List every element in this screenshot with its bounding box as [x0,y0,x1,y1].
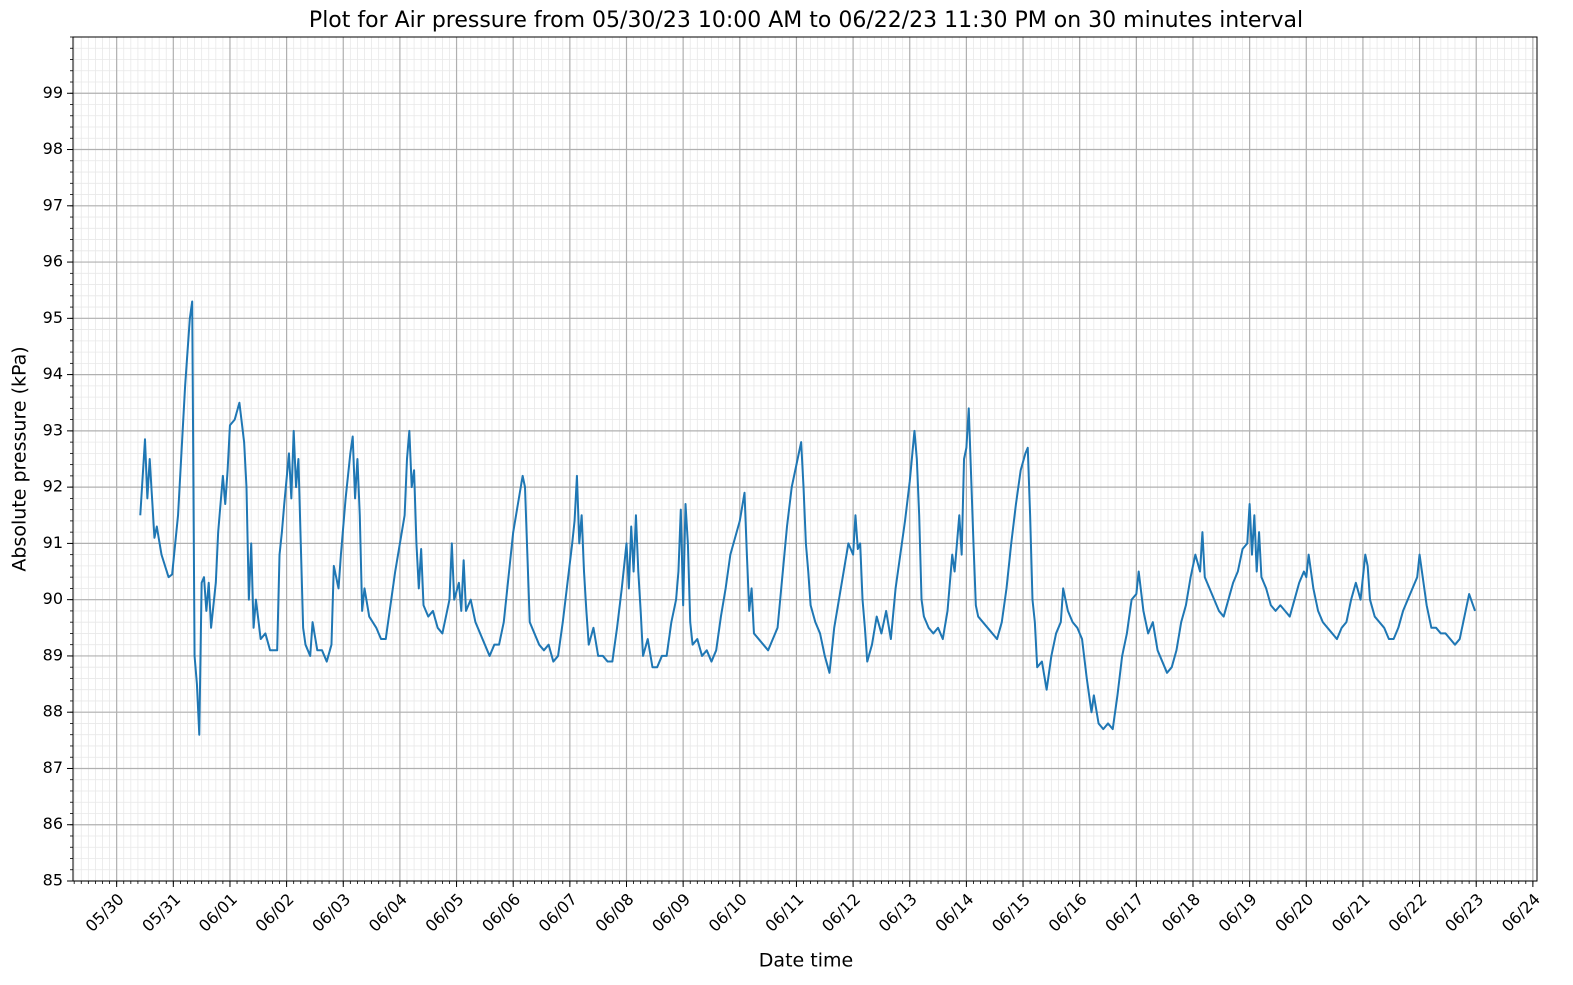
y-tick-label: 93 [43,420,63,439]
y-axis-label: Absolute pressure (kPa) [9,346,31,571]
y-tick-label: 92 [43,477,63,496]
minor-grid [73,36,1537,882]
y-tick-label: 97 [43,195,63,214]
x-axis-label: Date time [759,950,853,972]
y-tick-label: 85 [43,871,63,890]
y-tick-label: 94 [43,364,63,383]
y-tick-label: 96 [43,252,63,271]
y-tick-label: 86 [43,814,63,833]
y-tick-label: 88 [43,702,63,721]
y-tick-label: 87 [43,758,63,777]
y-tick-label: 99 [43,83,63,102]
y-tick-label: 91 [43,533,63,552]
chart-title: Plot for Air pressure from 05/30/23 10:0… [309,8,1303,33]
major-grid [73,37,1537,882]
data-line [139,300,1476,736]
plot-area [139,300,1476,736]
y-tick-label: 90 [43,589,63,608]
y-tick-label: 95 [43,308,63,327]
y-tick-label: 98 [43,139,63,158]
axes-frame [72,36,1538,882]
y-tick-label: 89 [43,645,63,664]
